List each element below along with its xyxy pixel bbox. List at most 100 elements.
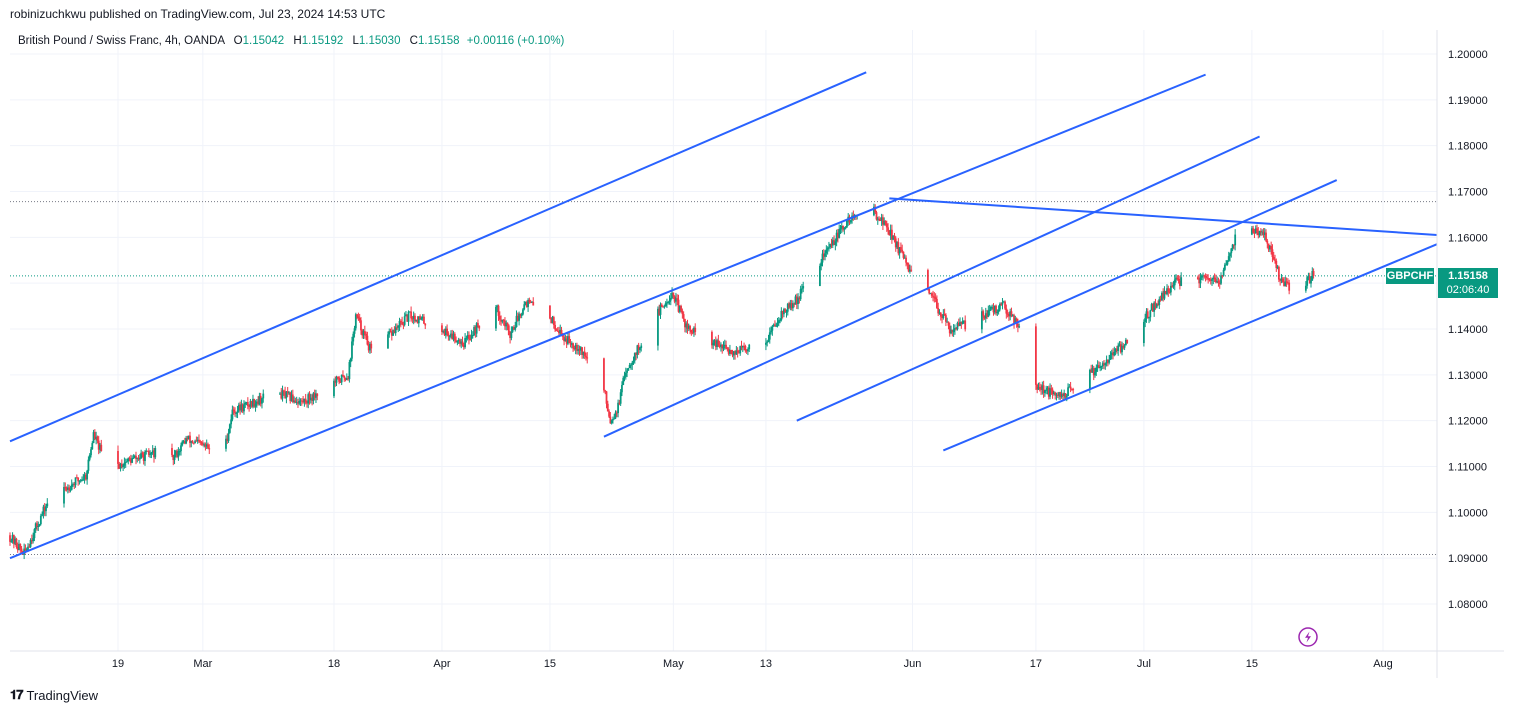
candle-body	[507, 325, 510, 336]
y-tick-label: 1.12000	[1448, 416, 1488, 428]
candle-body	[999, 303, 1001, 310]
candle-body	[205, 444, 208, 447]
candle-body	[336, 376, 339, 378]
candle-body	[662, 306, 664, 308]
candle-body	[1265, 232, 1267, 241]
candle-body	[397, 325, 400, 328]
candle-body	[561, 335, 564, 337]
candle-body	[82, 479, 85, 481]
candle-body	[248, 406, 251, 408]
candle-body	[1258, 230, 1261, 235]
candle-body	[201, 443, 204, 445]
candle-body	[334, 380, 337, 383]
candle-body	[504, 320, 506, 327]
candle-body	[660, 304, 663, 307]
last-price-tag: 1.15158 02:06:40	[1438, 268, 1498, 298]
candle-body	[122, 465, 125, 467]
candle-body	[180, 445, 182, 452]
candle-body	[11, 535, 14, 541]
candle-body	[748, 344, 751, 350]
trendline[interactable]	[942, 243, 1438, 452]
candle-body	[603, 358, 605, 391]
candle-body	[1144, 318, 1147, 322]
candle-body	[150, 452, 153, 454]
candle-body	[226, 438, 229, 441]
candle-body	[531, 301, 533, 303]
candle-body	[828, 247, 830, 249]
candle-body	[10, 540, 13, 542]
candle-body	[243, 404, 245, 412]
candle-body	[177, 451, 180, 457]
candle-body	[1304, 285, 1307, 291]
candle-body	[444, 328, 447, 336]
trendline[interactable]	[9, 71, 867, 443]
candle-body	[72, 484, 74, 486]
candle-body	[658, 308, 661, 315]
chart-grid	[10, 30, 1437, 651]
candle-body	[1284, 281, 1287, 286]
candle-body	[564, 338, 567, 342]
x-tick-label: Aug	[1373, 658, 1393, 670]
candle-body	[1015, 318, 1018, 324]
candle-body	[502, 319, 505, 321]
candle-body	[907, 264, 910, 272]
candle-body	[414, 315, 416, 322]
candle-body	[959, 321, 961, 326]
candle-body	[1101, 363, 1104, 366]
candle-body	[671, 292, 673, 298]
candle-body	[741, 345, 744, 348]
candle-body	[747, 349, 749, 351]
footer-brand[interactable]: 𝟏𝟕 TradingView	[10, 687, 98, 703]
candle-body	[147, 451, 150, 455]
y-tick-label: 1.10000	[1448, 507, 1488, 519]
candle-body	[473, 326, 475, 336]
x-tick-label: Mar	[193, 658, 212, 670]
candle-body	[570, 343, 573, 345]
x-tick-label: 15	[544, 658, 556, 670]
candle-body	[284, 391, 287, 399]
candle-body	[615, 412, 618, 414]
trendlines[interactable]	[9, 71, 1438, 560]
candle-body	[798, 297, 801, 300]
candle-body	[303, 398, 306, 403]
candle-body	[780, 310, 783, 321]
trendline[interactable]	[796, 179, 1338, 422]
trendline[interactable]	[889, 197, 1438, 237]
candle-body	[460, 341, 463, 344]
open-label: O	[233, 35, 243, 47]
candle-body	[1285, 281, 1288, 283]
candle-body	[885, 223, 888, 228]
last-price-value: 1.15158	[1448, 270, 1488, 282]
candle-body	[1178, 280, 1181, 286]
candle-body	[306, 402, 308, 404]
candle-body	[1091, 368, 1094, 373]
candle-body	[898, 247, 901, 254]
lightning-icon[interactable]	[1298, 627, 1318, 647]
candle-body	[825, 249, 828, 254]
symbol-title[interactable]: British Pound / Swiss Franc, 4h, OANDA	[18, 35, 225, 47]
candle-body	[637, 345, 640, 350]
candle-body	[1121, 345, 1123, 353]
candle-body	[790, 303, 793, 309]
price-axis[interactable]: 1.200001.190001.180001.170001.160001.150…	[1448, 49, 1488, 611]
candle-body	[16, 546, 19, 550]
time-axis[interactable]: 19 Mar 18 Apr 15 May 13 Jun 17 Jul 15 Aug	[112, 658, 1393, 670]
candle-body	[1266, 240, 1269, 244]
trendline[interactable]	[9, 73, 1206, 560]
candle-body	[1211, 279, 1213, 281]
candle-body	[612, 419, 614, 421]
open-value: 1.15042	[242, 35, 285, 47]
candle-body	[1038, 386, 1041, 389]
candle-body	[455, 340, 457, 343]
candle-body	[140, 452, 143, 459]
trendline[interactable]	[603, 135, 1261, 438]
candle-body	[1311, 270, 1314, 281]
candle-body	[126, 461, 128, 463]
candle-body	[15, 538, 18, 547]
candle-body	[767, 339, 770, 342]
candle-body	[1109, 354, 1112, 360]
candle-body	[1232, 244, 1235, 246]
candle-body	[357, 316, 360, 318]
candle-body	[234, 411, 236, 414]
